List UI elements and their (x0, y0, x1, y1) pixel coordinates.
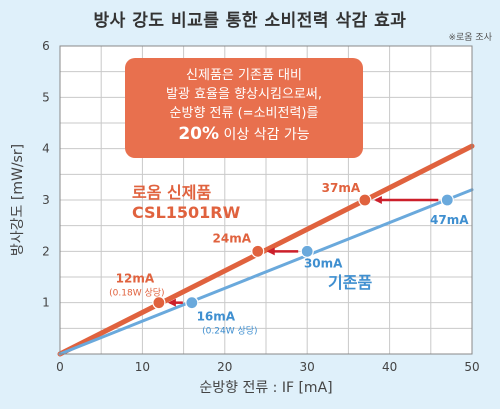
callout-line-4-text: 이상 삭감 가능 (219, 127, 310, 143)
data-label-new: 37mA (322, 181, 361, 195)
arrows (167, 196, 439, 307)
y-axis-title: 방사강도 [mW/sr] (10, 144, 26, 256)
x-axis-title: 순방향 전류 : IF [mA] (199, 380, 332, 396)
data-point-new (358, 193, 372, 207)
series-lines (57, 143, 475, 357)
source-note: ※로옴 조사 (448, 33, 492, 43)
data-label-new: 12mA (116, 272, 155, 286)
data-point-old (440, 193, 454, 207)
data-point-old (300, 244, 314, 258)
callout-line-2: 발광 효율을 향상시킴으로써, (166, 87, 322, 102)
series-name-new: 로옴 신제품 (132, 183, 211, 202)
data-point-old (185, 296, 199, 310)
series-line-new (57, 143, 475, 357)
y-tick-label: 2 (42, 244, 50, 258)
callout-line-3: 순방향 전류 (=소비전력)를 (169, 106, 319, 121)
x-tick-label: 50 (464, 360, 479, 374)
data-label-old: 16mA (197, 310, 236, 324)
callout-line-4: 20% 이상 삭감 가능 (125, 123, 363, 146)
series-name-new-model: CSL1501RW (132, 203, 241, 222)
x-tick-label: 30 (300, 360, 315, 374)
y-tick-label: 6 (42, 39, 50, 53)
callout-box: 신제품은 기존품 대비 발광 효율을 향상시킴으로써, 순방향 전류 (=소비전… (125, 58, 363, 158)
data-label-old: 47mA (430, 213, 469, 227)
x-tick-label: 10 (135, 360, 150, 374)
data-label-old: 30mA (304, 256, 343, 270)
plot-frame (59, 45, 473, 355)
callout-highlight: 20% (178, 124, 220, 144)
data-sublabel-new: (0.18W 상당) (109, 288, 164, 299)
data-labels: 12mA (0.18W 상당) 24mA 37mA 16mA (0.24W 상당) 30mA… (109, 181, 469, 337)
x-tick-label: 20 (217, 360, 232, 374)
y-tick-label: 1 (42, 296, 50, 310)
series-line-old (58, 188, 474, 356)
x-tick-label: 0 (56, 360, 64, 374)
y-tick-label: 5 (42, 90, 50, 104)
y-tick-label: 3 (42, 193, 50, 207)
data-point-new (251, 244, 265, 258)
chart-title: 방사 강도 비교를 통한 소비전력 삭감 효과 (93, 11, 407, 31)
y-tick-label: 4 (42, 142, 50, 156)
data-point-new (152, 296, 166, 310)
data-label-new: 24mA (213, 231, 252, 245)
tick-labels: 0 10 20 30 40 50 1 2 3 4 5 6 (42, 39, 479, 374)
callout-line-1: 신제품은 기존품 대비 (186, 68, 302, 83)
data-sublabel-old: (0.24W 상당) (202, 326, 257, 337)
x-tick-label: 40 (382, 360, 397, 374)
data-points (152, 193, 454, 310)
series-name-old: 기존품 (328, 273, 372, 292)
